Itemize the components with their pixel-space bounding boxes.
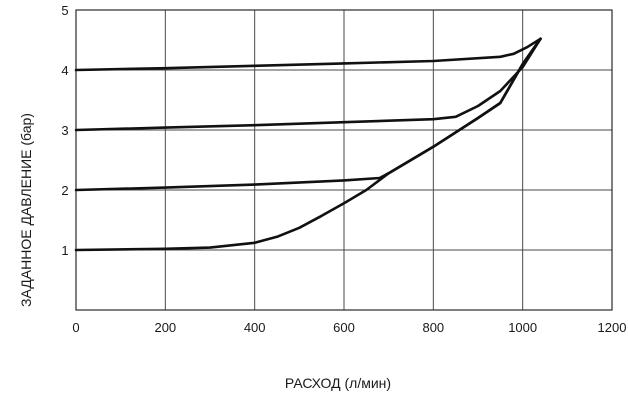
x-tick-label: 1200 xyxy=(598,320,627,335)
y-tick-label: 4 xyxy=(61,63,68,78)
series-line-4 xyxy=(74,37,542,72)
x-tick-label: 600 xyxy=(333,320,355,335)
y-axis-title: ЗАДАННОЕ ДАВЛЕНИЕ (бар) xyxy=(18,113,34,307)
series-line-2 xyxy=(74,37,542,192)
y-tick-label: 3 xyxy=(61,123,68,138)
plot-frame xyxy=(75,9,613,311)
y-tick-label: 1 xyxy=(61,243,68,258)
x-tick-label: 800 xyxy=(422,320,444,335)
x-tick-label: 200 xyxy=(154,320,176,335)
x-tick-label: 400 xyxy=(244,320,266,335)
y-tick-label: 2 xyxy=(61,183,68,198)
series-line-3 xyxy=(74,37,542,132)
x-axis-title: РАСХОД (л/мин) xyxy=(285,375,391,391)
y-tick-label: 5 xyxy=(61,3,68,18)
series-group xyxy=(74,37,542,252)
x-tick-label: 0 xyxy=(72,320,79,335)
y-tick-labels: 1 2 3 4 5 xyxy=(61,3,68,258)
x-tick-labels: 0 200 400 600 800 1000 1200 xyxy=(72,320,626,335)
x-tick-label: 1000 xyxy=(508,320,537,335)
